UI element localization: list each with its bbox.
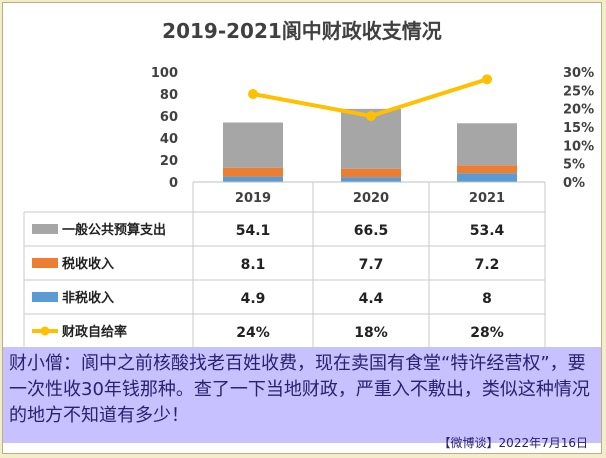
data-label: 54.1 xyxy=(236,223,271,239)
legend-line-marker xyxy=(40,326,50,336)
data-label: 8.1 xyxy=(241,257,266,273)
legend-label: 税收收入 xyxy=(62,256,114,272)
legend-swatch xyxy=(32,224,58,234)
category-label: 2019 xyxy=(235,191,271,206)
right-axis-tick: 15% xyxy=(563,121,594,136)
bar-tax xyxy=(341,168,401,178)
legend-label: 财政自给率 xyxy=(62,324,127,340)
legend-swatch xyxy=(32,292,58,302)
bar-tax xyxy=(457,165,517,174)
legend-swatch xyxy=(32,258,58,268)
data-label: 7.7 xyxy=(359,257,384,273)
data-label: 4.4 xyxy=(359,291,384,307)
data-label: 7.2 xyxy=(475,257,500,273)
left-axis-tick: 100 xyxy=(151,66,178,81)
left-axis-tick: 0 xyxy=(169,176,178,191)
chart: 2019-2021阆中财政收支情况 0 20 40 60 80 100 0% 5% 10% 15… xyxy=(23,19,594,349)
data-label: 66.5 xyxy=(354,223,389,239)
left-axis-tick: 80 xyxy=(160,88,178,103)
right-axis-tick: 5% xyxy=(563,158,585,173)
right-axis-tick: 30% xyxy=(563,66,594,81)
bar-expenditure xyxy=(457,123,517,166)
line-point xyxy=(482,74,492,85)
category-label: 2021 xyxy=(469,191,505,206)
caption-box: 财小僧：阆中之前核酸找老百姓收费，现在卖国有食堂“特许经营权”，要一次性收30年… xyxy=(3,347,601,443)
right-axis-tick: 20% xyxy=(563,103,594,118)
caption-text: 财小僧：阆中之前核酸找老百姓收费，现在卖国有食堂“特许经营权”，要一次性收30年… xyxy=(9,353,590,426)
data-label: 18% xyxy=(354,325,388,341)
data-table: 2019 2020 2021 一般公共预算支出 54.1 66.5 53.4 税收收入 8.1 7… xyxy=(23,182,546,349)
bar-tax xyxy=(223,167,283,177)
legend-label: 非税收入 xyxy=(62,290,114,306)
bars xyxy=(193,108,545,183)
line-point xyxy=(248,89,258,99)
data-label: 8 xyxy=(482,291,492,307)
footer-source: 【微博谈】2022年7月16日 xyxy=(438,436,588,450)
bar-nontax xyxy=(223,176,283,182)
line-series xyxy=(248,74,492,121)
category-label: 2020 xyxy=(353,191,389,206)
left-axis-tick: 40 xyxy=(160,132,178,147)
right-axis-tick: 0% xyxy=(563,176,585,191)
bar-nontax xyxy=(341,177,401,182)
line-point xyxy=(366,111,376,121)
bar-nontax xyxy=(457,173,517,182)
right-axis-tick: 25% xyxy=(563,84,594,99)
data-label: 4.9 xyxy=(241,291,266,307)
data-label: 24% xyxy=(236,325,270,341)
legend-label: 一般公共预算支出 xyxy=(62,222,166,238)
right-axis-tick: 10% xyxy=(563,139,594,154)
right-axis: 0% 5% 10% 15% 20% 25% 30% xyxy=(563,66,594,191)
data-label: 28% xyxy=(470,325,504,341)
left-axis-tick: 60 xyxy=(160,110,178,125)
data-label: 53.4 xyxy=(470,223,505,239)
bar-expenditure xyxy=(223,122,283,168)
left-axis: 0 20 40 60 80 100 xyxy=(151,66,178,191)
left-axis-tick: 20 xyxy=(160,154,178,169)
chart-title: 2019-2021阆中财政收支情况 xyxy=(162,19,442,43)
